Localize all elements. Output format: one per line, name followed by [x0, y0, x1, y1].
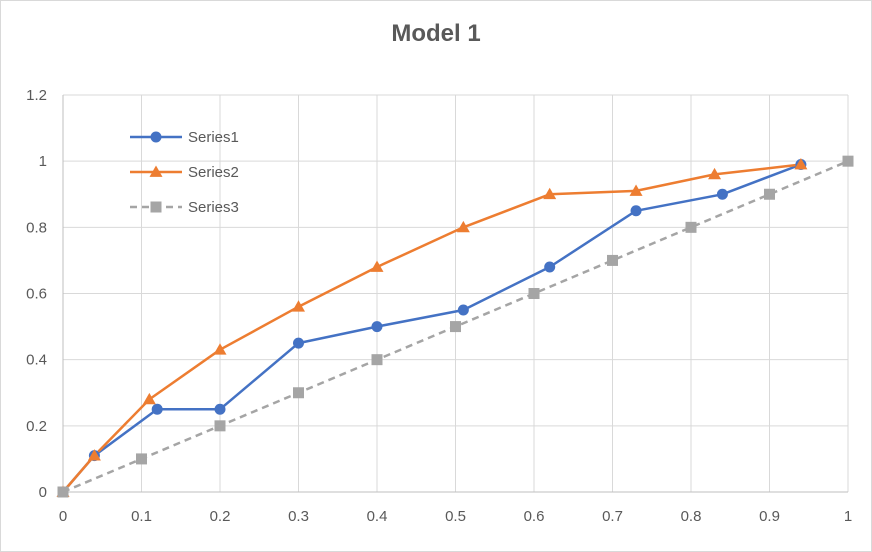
legend-label-series1: Series1 [188, 129, 239, 146]
legend-label-series3: Series3 [188, 199, 239, 216]
x-tick-label: 0.6 [524, 508, 545, 525]
x-tick-label: 0.1 [131, 508, 152, 525]
data-point-series3 [685, 221, 697, 233]
x-tick-label: 0.4 [367, 508, 388, 525]
x-tick-label: 0 [59, 508, 67, 525]
data-point-series2 [629, 184, 643, 196]
series-line-series1 [62, 163, 802, 493]
data-point-series1 [293, 337, 304, 349]
data-point-series3 [293, 387, 304, 399]
y-tick-label: 1.2 [26, 87, 47, 104]
series-line-series2 [62, 163, 802, 493]
data-point-series2 [213, 343, 227, 355]
data-point-series1 [371, 321, 383, 333]
data-point-series3 [450, 321, 461, 333]
legend-marker-series3 [150, 201, 162, 213]
data-point-series2 [456, 220, 470, 233]
data-point-series2 [292, 300, 305, 312]
data-point-series1 [630, 205, 642, 217]
y-tick-label: 0.4 [26, 352, 47, 369]
data-point-series1 [151, 403, 163, 415]
data-point-series3 [214, 420, 226, 432]
data-point-series3 [136, 453, 147, 465]
y-tick-label: 0 [39, 484, 47, 501]
data-point-series1 [544, 261, 556, 273]
data-point-series3 [371, 354, 383, 366]
data-point-series2 [142, 392, 156, 405]
legend-label-series2: Series2 [188, 164, 239, 181]
x-tick-label: 0.9 [759, 508, 780, 525]
chart-title: Model 1 [391, 20, 481, 47]
y-tick-label: 0.6 [26, 286, 47, 303]
x-tick-label: 0.2 [210, 508, 231, 525]
data-point-series1 [214, 403, 226, 415]
data-point-series1 [716, 188, 728, 200]
data-point-series3 [607, 254, 618, 266]
data-point-series2 [708, 167, 722, 180]
legend-marker-series1 [150, 131, 162, 143]
data-point-series2 [87, 449, 101, 461]
data-point-series2 [370, 260, 384, 272]
data-point-series3 [842, 155, 854, 167]
x-tick-label: 0.8 [681, 508, 702, 525]
data-point-series2 [543, 187, 557, 200]
y-tick-label: 0.8 [26, 219, 47, 236]
data-point-series1 [457, 304, 469, 316]
data-point-series3 [57, 486, 69, 498]
x-tick-label: 1 [844, 508, 852, 525]
data-point-series2 [794, 157, 808, 170]
data-point-series3 [764, 188, 775, 200]
legend-marker-series2 [149, 165, 163, 177]
x-tick-label: 0.5 [445, 508, 466, 525]
x-tick-label: 0.3 [288, 508, 309, 525]
data-point-series3 [528, 288, 540, 299]
y-tick-label: 1 [39, 153, 47, 170]
x-tick-label: 0.7 [602, 508, 623, 525]
y-tick-label: 0.2 [26, 418, 47, 435]
